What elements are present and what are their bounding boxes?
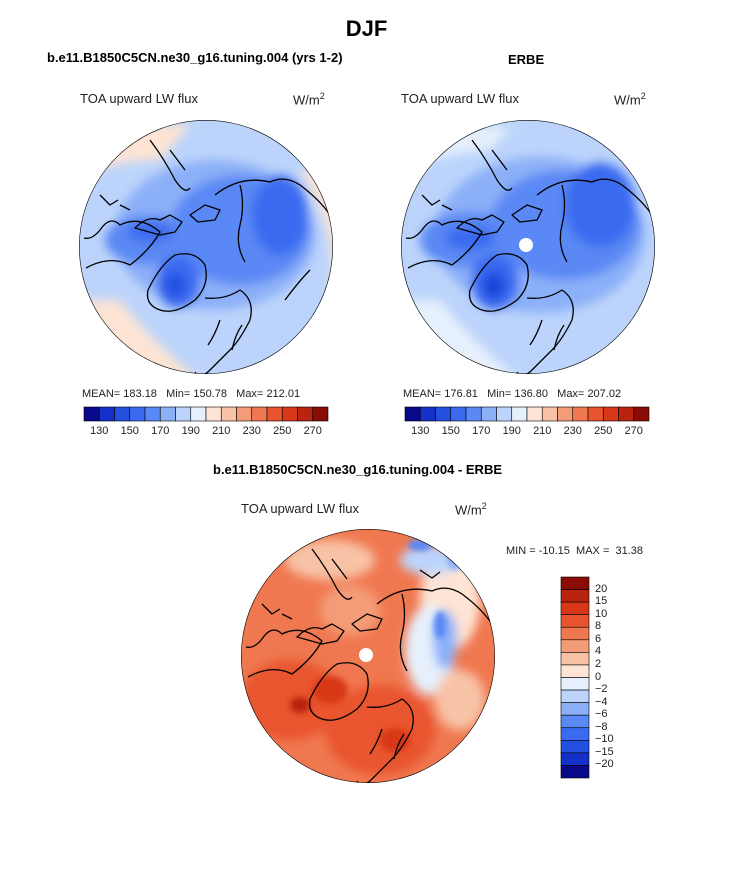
panel3-colorbar-swatch xyxy=(560,765,590,779)
panel3-colorbar-swatch xyxy=(560,714,590,729)
panel3-colorbar-tick-label: 4 xyxy=(595,645,602,658)
panel2-colorbar-tick-label: 230 xyxy=(563,425,582,437)
panel2-colorbar-tick-label: 210 xyxy=(533,425,552,437)
panel1-colorbar-swatch xyxy=(220,406,237,422)
panel3-colorbar-tick-label: 8 xyxy=(595,620,602,633)
panel2-colorbar-swatch xyxy=(496,406,513,422)
panel1-colorbar-swatch xyxy=(205,406,222,422)
panel1-colorbar-swatch xyxy=(281,406,298,422)
panel1-colorbar-tick-label: 230 xyxy=(242,425,261,437)
panel3-colorbar-tick-label: −4 xyxy=(595,695,608,708)
panel1-colorbar-swatch xyxy=(129,406,146,422)
panel1-colorbar-swatch xyxy=(312,406,329,422)
panel2-colorbar-swatch xyxy=(404,406,421,422)
panel2-colorbar-swatch xyxy=(572,406,589,422)
panel3-colorbar-tick-label: 2 xyxy=(595,657,602,670)
panel1-colorbar-swatch xyxy=(98,406,115,422)
panel1-colorbar-tick-label: 170 xyxy=(151,425,170,437)
panel2-title: ERBE xyxy=(508,52,545,67)
panel2-colorbar-swatch xyxy=(633,406,650,422)
page-title: DJF xyxy=(345,16,388,41)
panel2-colorbar-swatch xyxy=(602,406,619,422)
panel3-colorbar-swatch xyxy=(560,664,590,678)
panel2-colorbar-swatch xyxy=(526,406,543,422)
panel2-colorbar-tick-label: 190 xyxy=(502,425,521,437)
panel2-colorbar-swatch xyxy=(465,406,482,422)
panel2-colorbar-tick-label: 150 xyxy=(441,425,460,437)
panel3-colorbar-tick-label: −2 xyxy=(595,683,608,696)
panel2-colorbar-swatch xyxy=(435,406,452,422)
panel3-colorbar-swatch xyxy=(560,601,590,615)
panel3-minmax: MIN = -10.15 MAX = 31.38 xyxy=(506,545,644,557)
panel2-colorbar-swatch xyxy=(587,406,604,422)
panel1-colorbar-swatch xyxy=(251,406,268,422)
panel1-colorbar-tick-label: 150 xyxy=(120,425,139,437)
panel2-colorbar-swatch xyxy=(618,406,635,422)
panel3-colorbar-swatch xyxy=(560,752,590,766)
panel2-colorbar-swatch xyxy=(450,406,467,422)
panel3-map xyxy=(241,529,495,783)
panel1-colorbar-swatch xyxy=(175,406,192,422)
panel1-colorbar-tick-label: 270 xyxy=(303,425,322,437)
panel2-colorbar-swatch xyxy=(511,406,528,422)
panel1-colorbar-swatch xyxy=(190,406,207,422)
panel3-colorbar-tick-label: 0 xyxy=(595,670,602,683)
panel3-title: b.e11.B1850C5CN.ne30_g16.tuning.004 - ER… xyxy=(213,462,503,477)
panel2-colorbar-swatch xyxy=(419,406,436,422)
panel3-colorbar-swatch xyxy=(560,677,590,691)
panel1-title: b.e11.B1850C5CN.ne30_g16.tuning.004 (yrs… xyxy=(47,50,343,65)
panel3-colorbar-swatch xyxy=(560,626,590,641)
panel3-colorbar-swatch xyxy=(560,689,590,703)
panel1-colorbar-tick-label: 130 xyxy=(90,425,109,437)
panel1-colorbar-tick-label: 210 xyxy=(212,425,231,437)
panel3-colorbar-swatch xyxy=(560,652,590,666)
panel2-variable-label: TOA upward LW flux xyxy=(401,91,520,106)
panel2-colorbar-tick-label: 130 xyxy=(411,425,430,437)
panel3-colorbar-swatch xyxy=(560,702,590,716)
panel1-colorbar-swatch xyxy=(236,406,253,422)
panel1-colorbar-swatch xyxy=(114,406,131,422)
panel3-colorbar-swatch xyxy=(560,740,590,754)
panel2-units: W/m2 xyxy=(614,91,646,108)
panel1-colorbar-swatch xyxy=(159,406,176,422)
panel2-colorbar-tick-label: 270 xyxy=(624,425,643,437)
panel3-colorbar-tick-label: 20 xyxy=(595,582,608,595)
panel3-colorbar-tick-label: −8 xyxy=(595,720,608,733)
panel3-colorbar-tick-label: −10 xyxy=(595,733,614,746)
colorbars-group xyxy=(83,406,650,779)
panel1-stats: MEAN= 183.18 Min= 150.78 Max= 212.01 xyxy=(82,388,301,400)
panel1-colorbar-tick-label: 250 xyxy=(273,425,292,437)
panel2-map xyxy=(401,120,655,374)
panel3-colorbar-tick-label: −20 xyxy=(595,758,614,771)
panel1-colorbar-swatch xyxy=(83,406,100,422)
panel3-colorbar-tick-label: 6 xyxy=(595,632,602,645)
panel1-map xyxy=(79,120,333,374)
panel2-colorbar-tick-label: 170 xyxy=(472,425,491,437)
panel2-colorbar-swatch xyxy=(541,406,558,422)
panel1-units: W/m2 xyxy=(293,91,325,108)
panel2-colorbar-swatch xyxy=(557,406,574,422)
panel3-colorbar-tick-label: −6 xyxy=(595,708,608,721)
panel1-colorbar-swatch xyxy=(297,406,314,422)
panel3-colorbar-tick-label: 15 xyxy=(595,595,608,608)
panel1-colorbar-tick-label: 190 xyxy=(181,425,200,437)
panel3-colorbar-swatch xyxy=(560,576,590,590)
panel1-colorbar-swatch xyxy=(144,406,161,422)
panel2-colorbar-tick-label: 250 xyxy=(594,425,613,437)
panel3-colorbar-swatch xyxy=(560,727,590,741)
panel3-colorbar-tick-label: −15 xyxy=(595,745,614,758)
panel2-stats: MEAN= 176.81 Min= 136.80 Max= 207.02 xyxy=(403,388,622,400)
panel1-variable-label: TOA upward LW flux xyxy=(80,91,199,106)
panel2-colorbar-swatch xyxy=(480,406,497,422)
panel3-colorbar-swatch xyxy=(560,639,590,653)
panel3-colorbar-swatch xyxy=(560,614,590,628)
panel3-colorbar-swatch xyxy=(560,589,590,603)
panel3-colorbar-tick-label: 10 xyxy=(595,607,608,620)
panel1-colorbar-swatch xyxy=(266,406,283,422)
panel3-units: W/m2 xyxy=(455,501,487,518)
panel3-variable-label: TOA upward LW flux xyxy=(241,501,360,516)
